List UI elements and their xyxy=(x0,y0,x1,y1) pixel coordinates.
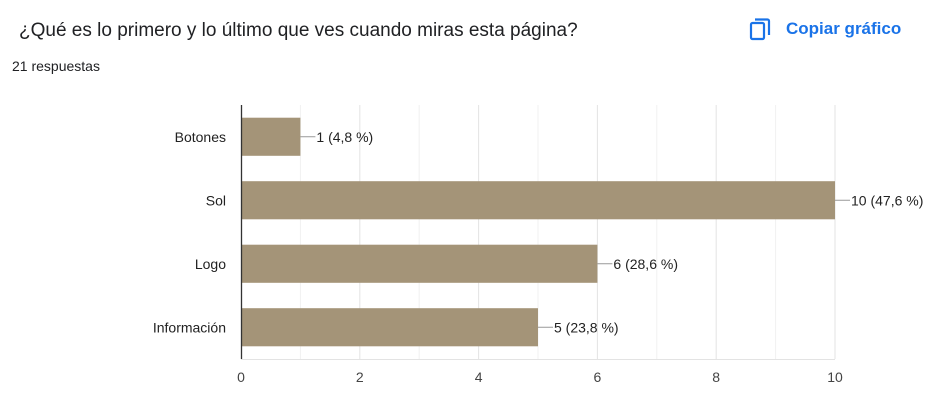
copy-chart-button[interactable]: Copiar gráfico xyxy=(748,12,901,46)
bar-3 xyxy=(241,308,538,347)
copy-icon xyxy=(748,17,772,41)
category-label: Botones xyxy=(175,129,226,145)
copy-chart-label: Copiar gráfico xyxy=(786,19,902,38)
bar-1 xyxy=(241,181,835,220)
bars xyxy=(241,117,835,347)
category-label: Logo xyxy=(195,256,226,272)
bar-0 xyxy=(241,117,301,156)
category-label: Información xyxy=(153,319,226,335)
labels: Botones 1 (4,8 %) Sol 10 (47,6 %) Logo 6 (28,… xyxy=(153,129,924,385)
response-count: 21 respuestas xyxy=(12,58,100,74)
x-tick-label: 10 xyxy=(827,369,843,385)
data-label: 6 (28,6 %) xyxy=(613,256,678,272)
category-label: Sol xyxy=(206,192,226,208)
x-tick-label: 8 xyxy=(712,369,720,385)
data-label: 5 (23,8 %) xyxy=(554,319,619,335)
x-tick-label: 0 xyxy=(237,369,245,385)
x-tick-label: 4 xyxy=(475,369,483,385)
data-label: 10 (47,6 %) xyxy=(851,192,923,208)
bar-2 xyxy=(241,244,598,283)
question-title: ¿Qué es lo primero y lo último que ves c… xyxy=(19,20,578,41)
data-label: 1 (4,8 %) xyxy=(316,129,373,145)
x-tick-label: 6 xyxy=(594,369,602,385)
x-tick-label: 2 xyxy=(356,369,364,385)
